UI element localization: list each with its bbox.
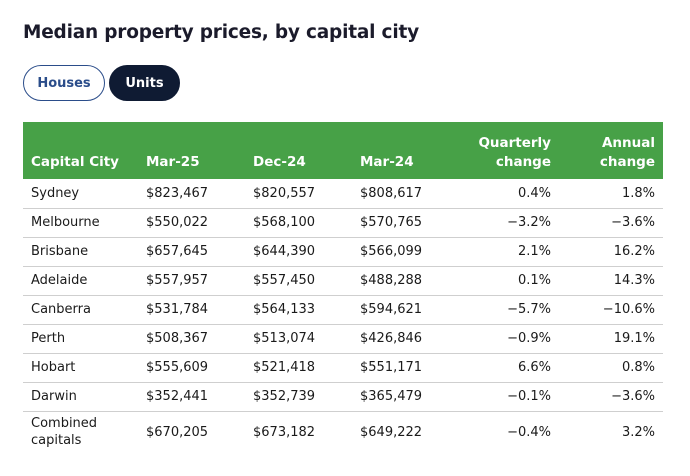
cell-mar-25: $352,441: [138, 382, 245, 412]
table-row: Melbourne $550,022 $568,100 $570,765 −3.…: [23, 208, 663, 238]
cell-mar-24: $808,617: [352, 179, 459, 209]
table-row: Combined capitals $670,205 $673,182 $649…: [23, 411, 663, 453]
cell-dec-24: $564,133: [245, 295, 352, 325]
cell-mar-24: $551,171: [352, 353, 459, 383]
cell-city: Canberra: [23, 295, 138, 325]
cell-annual-change: −3.6%: [559, 382, 663, 412]
cell-mar-24: $488,288: [352, 266, 459, 296]
table-row: Darwin $352,441 $352,739 $365,479 −0.1% …: [23, 382, 663, 412]
header-mar-24: Mar-24: [352, 122, 459, 179]
table-row: Sydney $823,467 $820,557 $808,617 0.4% 1…: [23, 179, 663, 209]
table-row: Perth $508,367 $513,074 $426,846 −0.9% 1…: [23, 324, 663, 354]
cell-quarterly-change: 2.1%: [459, 237, 559, 267]
cell-annual-change: 14.3%: [559, 266, 663, 296]
units-toggle-button[interactable]: Units: [109, 65, 180, 101]
cell-mar-24: $426,846: [352, 324, 459, 354]
header-annual-change: Annual change: [559, 122, 663, 179]
cell-city: Brisbane: [23, 237, 138, 267]
cell-dec-24: $352,739: [245, 382, 352, 412]
header-quarterly-line1: Quarterly: [478, 135, 551, 151]
header-dec-24: Dec-24: [245, 122, 352, 179]
table-row: Adelaide $557,957 $557,450 $488,288 0.1%…: [23, 266, 663, 296]
table-row: Hobart $555,609 $521,418 $551,171 6.6% 0…: [23, 353, 663, 383]
cell-mar-25: $670,205: [146, 424, 209, 440]
cell-annual-change: −10.6%: [559, 295, 663, 325]
cell-city: Adelaide: [23, 266, 138, 296]
header-quarterly-change: Quarterly change: [459, 122, 559, 179]
cell-city: Darwin: [23, 382, 138, 412]
cell-mar-25: $508,367: [138, 324, 245, 354]
cell-mar-24: $570,765: [352, 208, 459, 238]
cell-dec-24: $521,418: [245, 353, 352, 383]
cell-mar-25: $555,609: [138, 353, 245, 383]
cell-mar-24: $365,479: [352, 382, 459, 412]
cell-mar-24: $566,099: [352, 237, 459, 267]
cell-mar-25: $531,784: [138, 295, 245, 325]
cell-annual-change: −3.6%: [559, 208, 663, 238]
cell-annual-change: 0.8%: [559, 353, 663, 383]
cell-quarterly-change: −0.4%: [507, 424, 551, 440]
header-annual-line2: change: [599, 154, 655, 170]
cell-city: Melbourne: [23, 208, 138, 238]
price-table: Capital City Mar-25 Dec-24 Mar-24 Quarte…: [23, 122, 663, 453]
cell-dec-24: $568,100: [245, 208, 352, 238]
cell-quarterly-change: 0.1%: [459, 266, 559, 296]
cell-quarterly-change: −0.9%: [459, 324, 559, 354]
cell-annual-change: 3.2%: [621, 424, 655, 440]
cell-city: Perth: [23, 324, 138, 354]
cell-mar-24: $649,222: [360, 424, 423, 440]
cell-city: Sydney: [23, 179, 138, 209]
table-row: Brisbane $657,645 $644,390 $566,099 2.1%…: [23, 237, 663, 267]
cell-quarterly-change: 0.4%: [459, 179, 559, 209]
cell-mar-24: $594,621: [352, 295, 459, 325]
header-quarterly-line2: change: [495, 154, 551, 170]
cell-quarterly-change: −0.1%: [459, 382, 559, 412]
cell-annual-change: 16.2%: [559, 237, 663, 267]
cell-mar-25: $823,467: [138, 179, 245, 209]
table-row: Canberra $531,784 $564,133 $594,621 −5.7…: [23, 295, 663, 325]
cell-dec-24: $673,182: [253, 424, 316, 440]
cell-dec-24: $820,557: [245, 179, 352, 209]
cell-dec-24: $513,074: [245, 324, 352, 354]
cell-quarterly-change: −3.2%: [459, 208, 559, 238]
header-mar-25: Mar-25: [138, 122, 245, 179]
cell-annual-change: 19.1%: [559, 324, 663, 354]
houses-toggle-button[interactable]: Houses: [23, 65, 105, 101]
cell-city: Hobart: [23, 353, 138, 383]
cell-dec-24: $557,450: [245, 266, 352, 296]
header-annual-line1: Annual: [601, 135, 655, 151]
cell-quarterly-change: 6.6%: [459, 353, 559, 383]
table-header-row: Capital City Mar-25 Dec-24 Mar-24 Quarte…: [23, 122, 663, 179]
cell-annual-change: 1.8%: [559, 179, 663, 209]
cell-city: Combined capitals: [31, 416, 98, 449]
cell-mar-25: $657,645: [138, 237, 245, 267]
cell-dec-24: $644,390: [245, 237, 352, 267]
cell-quarterly-change: −5.7%: [459, 295, 559, 325]
header-capital-city: Capital City: [23, 122, 138, 179]
cell-mar-25: $550,022: [138, 208, 245, 238]
cell-mar-25: $557,957: [138, 266, 245, 296]
page-title: Median property prices, by capital city: [23, 22, 419, 43]
